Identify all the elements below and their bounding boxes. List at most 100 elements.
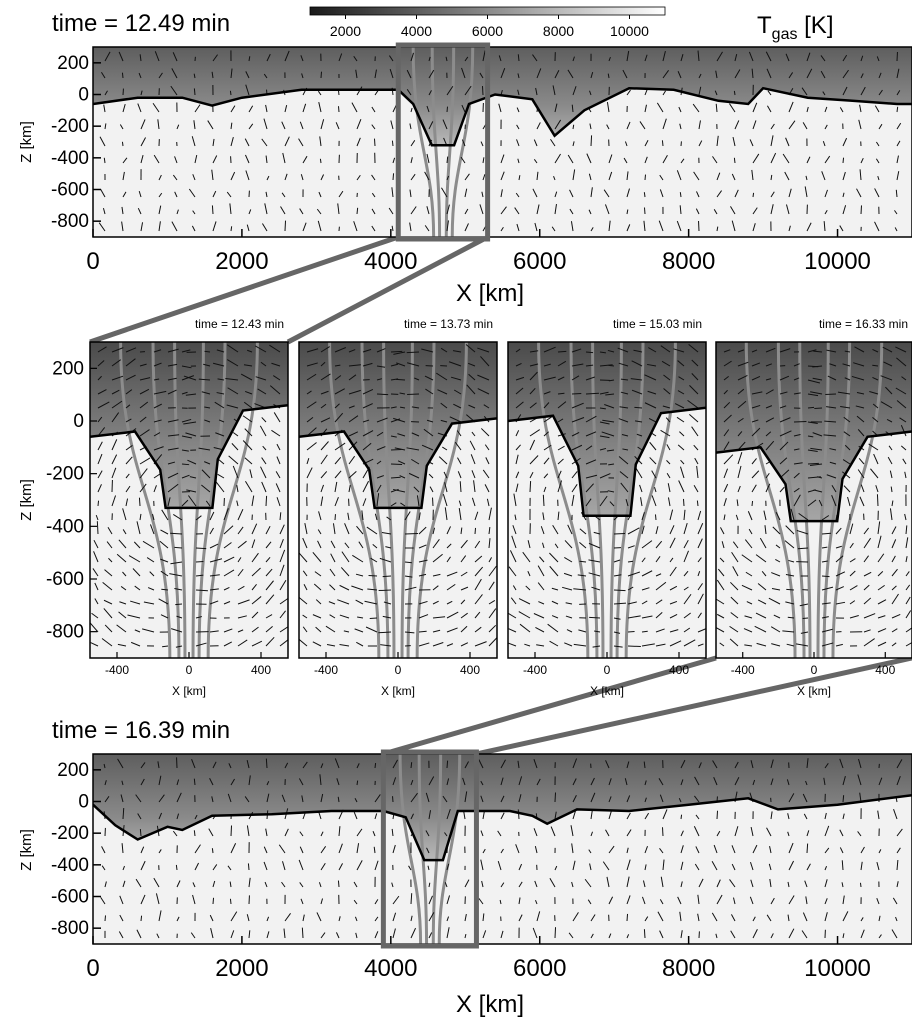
velocity-arrow xyxy=(452,350,462,353)
velocity-arrow xyxy=(716,830,721,837)
field-line xyxy=(744,342,797,658)
velocity-arrow xyxy=(869,391,879,395)
x-tick-label: 0 xyxy=(604,663,611,677)
velocity-arrow xyxy=(426,105,430,113)
velocity-arrow xyxy=(604,404,615,409)
velocity-arrow xyxy=(237,540,247,549)
velocity-arrow xyxy=(299,831,304,837)
velocity-arrow xyxy=(770,123,775,130)
velocity-arrow xyxy=(406,362,420,367)
velocity-arrow xyxy=(111,389,120,395)
velocity-arrow xyxy=(116,553,127,563)
velocity-arrow xyxy=(428,90,432,96)
velocity-arrow xyxy=(835,555,844,563)
velocity-arrow xyxy=(841,860,844,871)
velocity-arrow xyxy=(300,55,304,62)
velocity-arrow xyxy=(389,68,394,79)
velocity-arrow xyxy=(856,415,865,423)
velocity-arrow xyxy=(662,859,665,871)
velocity-arrow xyxy=(371,192,376,198)
velocity-arrow xyxy=(757,599,767,605)
velocity-arrow xyxy=(608,778,612,786)
velocity-arrow xyxy=(529,481,532,493)
velocity-arrow xyxy=(534,846,538,854)
velocity-arrow xyxy=(230,930,235,939)
velocity-arrow xyxy=(554,927,557,939)
velocity-arrow xyxy=(859,169,862,181)
velocity-arrow xyxy=(167,472,179,479)
velocity-arrow xyxy=(518,611,531,619)
velocity-arrow xyxy=(557,376,565,381)
velocity-arrow xyxy=(849,523,854,535)
velocity-arrow xyxy=(751,349,758,353)
velocity-arrow xyxy=(572,860,576,871)
velocity-arrow xyxy=(125,445,133,451)
velocity-arrow xyxy=(793,377,800,381)
velocity-arrow xyxy=(314,571,322,577)
velocity-arrow xyxy=(423,428,434,437)
velocity-arrow xyxy=(376,393,389,396)
bottom-velocity-arrows xyxy=(100,757,903,939)
velocity-arrow xyxy=(284,50,290,62)
velocity-arrow xyxy=(765,51,772,62)
velocity-arrow xyxy=(381,532,392,535)
velocity-arrow xyxy=(319,158,322,164)
velocity-arrow xyxy=(731,220,736,232)
velocity-arrow xyxy=(599,364,613,367)
velocity-arrow xyxy=(93,551,99,563)
velocity-arrow xyxy=(474,566,484,577)
velocity-arrow xyxy=(212,138,215,147)
velocity-arrow xyxy=(608,364,615,367)
velocity-arrow xyxy=(337,203,340,215)
velocity-arrow xyxy=(436,372,448,381)
velocity-arrow xyxy=(697,643,704,647)
field-line xyxy=(430,47,442,237)
velocity-arrow xyxy=(788,559,795,563)
velocity-arrow xyxy=(902,458,907,465)
zoom-panel-title: time = 15.03 min xyxy=(613,317,702,331)
velocity-arrow xyxy=(352,554,364,563)
velocity-arrow xyxy=(94,582,99,591)
velocity-arrow xyxy=(482,811,485,820)
velocity-arrow xyxy=(246,825,250,837)
velocity-arrow xyxy=(716,894,723,905)
velocity-arrow xyxy=(320,496,324,507)
velocity-arrow xyxy=(809,463,823,467)
velocity-arrow xyxy=(428,895,433,905)
velocity-arrow xyxy=(627,615,641,619)
velocity-arrow xyxy=(354,628,364,633)
velocity-arrow xyxy=(757,583,767,591)
x-tick-label: 10000 xyxy=(804,955,871,982)
velocity-arrow xyxy=(585,445,593,451)
velocity-arrow xyxy=(400,502,406,507)
velocity-arrow xyxy=(248,56,251,62)
velocity-arrow xyxy=(697,612,702,619)
velocity-arrow xyxy=(669,613,678,619)
velocity-arrow xyxy=(571,392,582,395)
velocity-arrow xyxy=(549,565,559,577)
velocity-arrow xyxy=(336,778,340,786)
velocity-arrow xyxy=(515,192,520,198)
velocity-arrow xyxy=(214,401,225,409)
velocity-arrow xyxy=(411,458,420,465)
velocity-arrow xyxy=(446,583,456,591)
velocity-arrow xyxy=(376,484,382,493)
velocity-arrow xyxy=(857,831,862,837)
velocity-arrow xyxy=(737,452,743,465)
velocity-arrow xyxy=(905,627,912,633)
velocity-arrow xyxy=(525,585,531,591)
velocity-arrow xyxy=(279,564,285,577)
bottom-panel: time = 16.39 min 0 2000 4000 6000 8000 10000 … xyxy=(18,717,912,1018)
velocity-arrow xyxy=(515,471,520,479)
velocity-arrow xyxy=(362,419,370,423)
velocity-arrow xyxy=(842,86,848,96)
velocity-arrow xyxy=(551,226,556,232)
velocity-arrow xyxy=(593,531,601,535)
velocity-arrow xyxy=(568,932,574,939)
velocity-arrow xyxy=(175,645,183,648)
velocity-arrow xyxy=(104,796,110,803)
velocity-arrow xyxy=(698,878,704,888)
velocity-arrow xyxy=(371,225,376,232)
velocity-arrow xyxy=(329,568,336,577)
